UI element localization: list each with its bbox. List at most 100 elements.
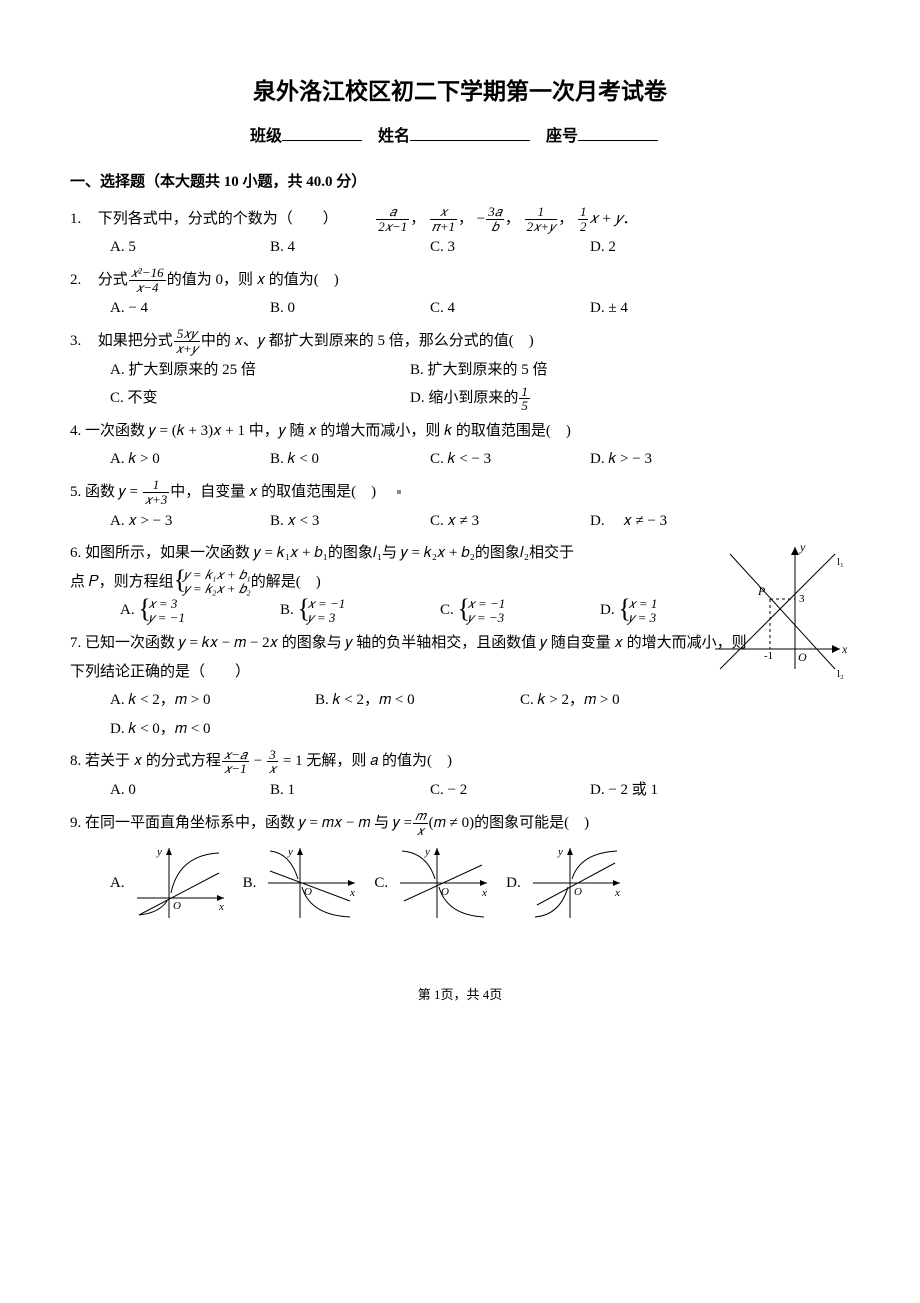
svg-text:x: x (481, 887, 487, 899)
q8-opt-a[interactable]: A. 0 (110, 776, 270, 805)
q2-frac: 𝑥²−16𝑥−4 (129, 266, 166, 294)
q4-opt-d[interactable]: D. 𝑘 > − 3 (590, 445, 750, 474)
q2-text-b: 的值为 0，则 𝑥 的值为( ) (167, 272, 339, 288)
q7-opt-c[interactable]: C. 𝑘 > 2，𝑚 > 0 (520, 686, 695, 715)
q4-text: 一次函数 𝑦 = (𝑘 + 3)𝑥 + 1 中，𝑦 随 𝑥 的增大而减小，则 𝑘… (85, 423, 571, 439)
q1-opt-a[interactable]: A. 5 (110, 233, 270, 262)
q9-graph-b[interactable]: O x y (260, 843, 360, 923)
q7-opt-b[interactable]: B. 𝑘 < 2，𝑚 < 0 (315, 686, 490, 715)
q3-options: A. 扩大到原来的 25 倍 B. 扩大到原来的 5 倍 C. 不变 D. 缩小… (110, 356, 850, 413)
q2-text-a: 分式 (98, 272, 128, 288)
student-info-line: 班级 姓名 座号 (70, 122, 850, 152)
q9-frac: 𝑚𝑥 (413, 809, 428, 837)
name-blank[interactable] (410, 140, 530, 141)
q4-opt-c[interactable]: C. 𝑘 < − 3 (430, 445, 590, 474)
q3-opt-d[interactable]: D. 缩小到原来的15 (410, 384, 710, 413)
seat-blank[interactable] (578, 140, 658, 141)
q3-text-b: 中的 𝑥、𝑦 都扩大到原来的 5 倍，那么分式的值( ) (201, 333, 534, 349)
q6-opt-c[interactable]: C. 𝑥 = −1𝑦 = −3 (440, 596, 600, 625)
q1-opt-d[interactable]: D. 2 (590, 233, 750, 262)
q6-number: 6. (70, 545, 81, 561)
q8-number: 8. (70, 753, 81, 769)
q6-system: 𝑦 = 𝑘₁𝑥 + 𝑏₁𝑦 = 𝑘₂𝑥 + 𝑏₂ (174, 568, 251, 597)
q7-number: 7. (70, 635, 81, 651)
q8-opt-d[interactable]: D. − 2 或 1 (590, 776, 750, 805)
q2-opt-d[interactable]: D. ± 4 (590, 294, 750, 323)
q3-number: 3. (70, 327, 94, 356)
q9-opt-b-label: B. (243, 869, 257, 898)
q9-graph-a[interactable]: O x y (129, 843, 229, 923)
svg-text:x: x (349, 887, 355, 899)
q9-graph-c[interactable]: O x y (392, 843, 492, 923)
q7-line1: 已知一次函数 𝑦 = 𝑘𝑥 − 𝑚 − 2𝑥 的图象与 𝑦 轴的负半轴相交，且函… (85, 635, 747, 651)
q8-options: A. 0 B. 1 C. − 2 D. − 2 或 1 (110, 776, 850, 805)
q5-opt-b[interactable]: B. 𝑥 < 3 (270, 507, 430, 536)
q7-opt-d[interactable]: D. 𝑘 < 0，𝑚 < 0 (110, 715, 285, 744)
q6-opt-a[interactable]: A. 𝑥 = 3𝑦 = −1 (120, 596, 280, 625)
q3-text-a: 如果把分式 (98, 333, 173, 349)
bullet-icon (397, 490, 401, 494)
name-label: 姓名 (378, 128, 410, 145)
q9-graph-d[interactable]: O x y (525, 843, 625, 923)
q1-number: 1. (70, 205, 94, 234)
question-6: 6. 如图所示，如果一次函数 𝑦 = 𝑘₁𝑥 + 𝑏₁的图象𝑙₁与 𝑦 = 𝑘₂… (70, 539, 850, 625)
q5-options: A. 𝑥 > − 3 B. 𝑥 < 3 C. 𝑥 ≠ 3 D. 𝑥 ≠ − 3 (110, 507, 850, 536)
svg-text:y: y (424, 846, 430, 858)
svg-text:x: x (614, 887, 620, 899)
q5-opt-d[interactable]: D. 𝑥 ≠ − 3 (590, 507, 750, 536)
q8-opt-b[interactable]: B. 1 (270, 776, 430, 805)
q1-frac4: 12𝑥+𝑦 (525, 205, 558, 233)
page-footer: 第 1页，共 4页 (70, 983, 850, 1008)
q2-number: 2. (70, 266, 94, 295)
q1-opt-b[interactable]: B. 4 (270, 233, 430, 262)
q9-options: A. O x y B. O x y C. (110, 843, 850, 923)
q8-opt-c[interactable]: C. − 2 (430, 776, 590, 805)
svg-text:O: O (441, 886, 449, 898)
q8-text-b: = 1 无解，则 𝑎 的值为( ) (279, 753, 452, 769)
question-2: 2. 分式𝑥²−16𝑥−4的值为 0，则 𝑥 的值为( ) A. − 4 B. … (70, 266, 850, 323)
q3-opt-b[interactable]: B. 扩大到原来的 5 倍 (410, 356, 710, 385)
q9-text-a: 在同一平面直角坐标系中，函数 𝑦 = 𝑚𝑥 − 𝑚 与 𝑦 = (85, 815, 412, 831)
q5-opt-a[interactable]: A. 𝑥 > − 3 (110, 507, 270, 536)
q5-frac: 1𝑥+3 (143, 478, 170, 506)
class-label: 班级 (250, 128, 282, 145)
q6-line2a: 点 𝑃，则方程组 (70, 574, 174, 590)
q5-number: 5. (70, 484, 81, 500)
q4-opt-a[interactable]: A. 𝑘 > 0 (110, 445, 270, 474)
svg-text:O: O (574, 886, 582, 898)
q1-frac1: 𝑎2𝑥−1 (376, 205, 409, 233)
question-3: 3. 如果把分式5𝑥𝑦𝑥+𝑦中的 𝑥、𝑦 都扩大到原来的 5 倍，那么分式的值(… (70, 327, 850, 413)
q3-frac-d: 15 (519, 385, 530, 413)
q4-opt-b[interactable]: B. 𝑘 < 0 (270, 445, 430, 474)
q6-line2b: 的解是( ) (251, 574, 321, 590)
q3-frac: 5𝑥𝑦𝑥+𝑦 (174, 327, 200, 355)
question-1: 1. 下列各式中，分式的个数为（ ） 𝑎2𝑥−1， 𝑥𝜋+1， −3𝑎𝑏， 12… (70, 205, 850, 262)
q3-opt-a[interactable]: A. 扩大到原来的 25 倍 (110, 356, 410, 385)
q1-opt-c[interactable]: C. 3 (430, 233, 590, 262)
q2-opt-b[interactable]: B. 0 (270, 294, 430, 323)
question-7: 7. 已知一次函数 𝑦 = 𝑘𝑥 − 𝑚 − 2𝑥 的图象与 𝑦 轴的负半轴相交… (70, 629, 850, 743)
q5-opt-c[interactable]: C. 𝑥 ≠ 3 (430, 507, 590, 536)
q9-text-b: (𝑚 ≠ 0)的图象可能是( ) (429, 815, 589, 831)
q8-frac2: 3𝑥 (267, 748, 278, 776)
svg-text:y: y (799, 540, 806, 554)
q8-text-a: 若关于 𝑥 的分式方程 (85, 753, 221, 769)
question-5: 5. 函数 𝑦 = 1𝑥+3中，自变量 𝑥 的取值范围是( ) A. 𝑥 > −… (70, 478, 850, 535)
class-blank[interactable] (282, 140, 362, 141)
q6-opt-b[interactable]: B. 𝑥 = −1𝑦 = 3 (280, 596, 440, 625)
svg-text:y: y (557, 846, 563, 858)
q7-opt-a[interactable]: A. 𝑘 < 2，𝑚 > 0 (110, 686, 285, 715)
page: 泉外洛江校区初二下学期第一次月考试卷 班级 姓名 座号 一、选择题（本大题共 1… (0, 0, 920, 1048)
seat-label: 座号 (546, 128, 578, 145)
q1-text: 下列各式中，分式的个数为（ ） (98, 211, 338, 227)
svg-text:x: x (218, 901, 224, 913)
section-1-heading: 一、选择题（本大题共 10 小题，共 40.0 分） (70, 168, 850, 197)
q2-opt-a[interactable]: A. − 4 (110, 294, 270, 323)
svg-text:P: P (757, 584, 766, 598)
q1-frac2: 𝑥𝜋+1 (430, 205, 457, 233)
q3-opt-c[interactable]: C. 不变 (110, 384, 410, 413)
q7-line2: 下列结论正确的是（ ） (70, 658, 850, 687)
q2-options: A. − 4 B. 0 C. 4 D. ± 4 (110, 294, 850, 323)
q5-text-b: 中，自变量 𝑥 的取值范围是( ) (170, 484, 376, 500)
q2-opt-c[interactable]: C. 4 (430, 294, 590, 323)
